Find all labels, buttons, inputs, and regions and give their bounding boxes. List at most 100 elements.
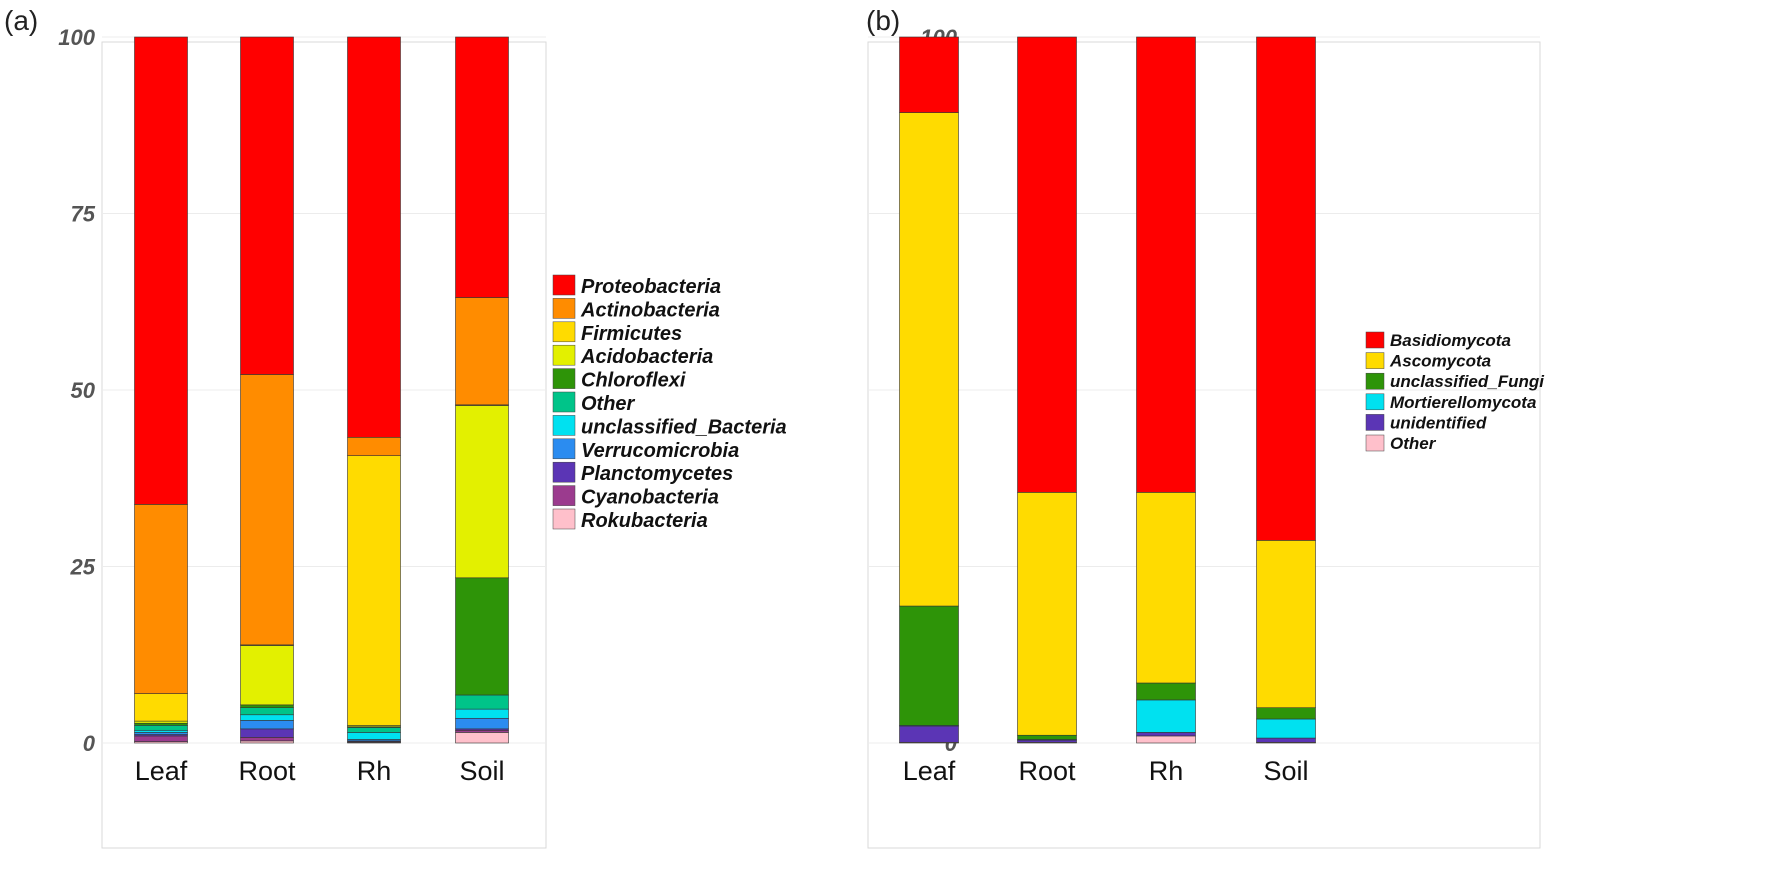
legend-label-basidiomycota: Basidiomycota (1390, 331, 1511, 350)
legend-swatch-acidobacteria (552, 344, 576, 366)
panel-a-y-axis-ticks: 0 25 50 75 100 (58, 25, 95, 756)
legend-swatch-chloroflexi (552, 368, 576, 389)
bar-segment-root-proteobacteria (240, 36, 294, 375)
y-tick-label: 100 (58, 25, 95, 50)
bar-segment-soil-verrucomicrobia (455, 717, 509, 730)
x-tick-label-soil: Soil (459, 756, 504, 786)
panel-a-label: (a) (4, 5, 38, 36)
bar-segment-leaf-basidiomycota (899, 36, 959, 113)
bar-segment-root-planctomycetes (240, 728, 294, 738)
bar-segment-rh-unidentified (1136, 732, 1196, 737)
panel-a-bacteria-chart: (a) 0 25 50 75 100 Leaf Root Rh Soil Pro… (4, 5, 787, 849)
bar-segment-rh-unclassified-fungi (1136, 682, 1196, 701)
legend-label-ascomycota: Ascomycota (1389, 352, 1491, 371)
bar-segment-soil-proteobacteria (455, 36, 509, 298)
legend-swatch-other (552, 391, 576, 413)
x-tick-label-rh: Rh (1149, 756, 1184, 786)
bar-segment-rh-other (1136, 735, 1196, 744)
legend-label-rokubacteria: Rokubacteria (581, 510, 708, 532)
x-tick-label-leaf: Leaf (903, 756, 956, 786)
panel-b-x-axis-ticks: Leaf Root Rh Soil (903, 756, 1309, 786)
bar-segment-soil-mortierellomycota (1256, 718, 1316, 739)
legend-label-verrucomicrobia: Verrucomicrobia (581, 440, 739, 462)
bar-segment-root-verrucomicrobia (240, 720, 294, 730)
legend-swatch-unclassified-bacteria (552, 415, 576, 436)
bar-segment-soil-unidentified (1256, 737, 1316, 743)
legend-label-planctomycetes: Planctomycetes (581, 463, 733, 485)
y-tick-label: 25 (70, 555, 96, 580)
bar-segment-rh-actinobacteria (347, 437, 401, 456)
legend-swatch-other (1365, 434, 1385, 452)
legend-label-actinobacteria: Actinobacteria (580, 299, 720, 321)
x-tick-label-soil: Soil (1263, 756, 1308, 786)
legend-label-chloroflexi: Chloroflexi (581, 370, 686, 392)
x-tick-label-root: Root (1018, 756, 1076, 786)
legend-swatch-unclassified-fungi (1365, 372, 1385, 390)
bar-segment-root-cyanobacteria (240, 737, 294, 742)
legend-swatch-unidentified (1365, 414, 1385, 431)
bar-segment-rh-proteobacteria (347, 36, 401, 438)
bar-segment-root-basidiomycota (1017, 36, 1077, 493)
bar-segment-soil-unclassified-fungi (1256, 707, 1316, 720)
bar-segment-root-chloroflexi (240, 704, 294, 708)
legend-label-proteobacteria: Proteobacteria (581, 276, 721, 298)
y-tick-label: 0 (83, 731, 96, 756)
bar-segment-root-unidentified (1017, 739, 1077, 743)
y-tick-label: 50 (71, 378, 96, 403)
legend-label-other: Other (1390, 434, 1437, 453)
legend-swatch-basidiomycota (1365, 331, 1385, 349)
x-tick-label-rh: Rh (357, 756, 392, 786)
panel-b-bars (899, 36, 1316, 744)
bar-segment-leaf-proteobacteria (134, 36, 188, 505)
panel-a-bars (134, 36, 509, 744)
legend-label-other: Other (581, 393, 636, 415)
legend-swatch-ascomycota (1365, 352, 1385, 369)
bar-segment-leaf-actinobacteria (134, 504, 188, 694)
bar-segment-leaf-chloroflexi (134, 722, 188, 726)
legend-label-unclassified-bacteria: unclassified_Bacteria (581, 416, 787, 438)
bar-segment-leaf-cyanobacteria (134, 735, 188, 742)
bar-segment-soil-unclassified-bacteria (455, 708, 509, 719)
panel-b-plot-area (867, 41, 1541, 849)
bar-segment-root-acidobacteria (240, 645, 294, 706)
bar-segment-root-actinobacteria (240, 374, 294, 646)
y-tick-label: 75 (71, 202, 96, 227)
bar-segment-soil-other (455, 694, 509, 710)
x-tick-label-root: Root (238, 756, 296, 786)
bar-segment-rh-unclassified-bacteria (347, 732, 401, 740)
legend-swatch-firmicutes (552, 321, 576, 343)
legend-swatch-verrucomicrobia (552, 438, 576, 460)
panel-a-x-axis-ticks: Leaf Root Rh Soil (135, 756, 505, 786)
bar-segment-root-rokubacteria (240, 740, 294, 744)
legend-label-firmicutes: Firmicutes (581, 323, 682, 345)
legend-label-unidentified: unidentified (1390, 413, 1487, 432)
bar-segment-soil-chloroflexi (455, 577, 509, 696)
bar-segment-leaf-acidobacteria (134, 720, 188, 724)
bar-segment-root-unclassified-bacteria (240, 714, 294, 721)
bar-segment-leaf-unclassified-fungi (899, 605, 959, 726)
bar-segment-leaf-unclassified-bacteria (134, 729, 188, 733)
legend-label-unclassified-fungi: unclassified_Fungi (1390, 372, 1545, 391)
legend-label-cyanobacteria: Cyanobacteria (581, 487, 719, 509)
bar-segment-leaf-ascomycota (899, 112, 959, 607)
bar-segment-leaf-other (134, 725, 188, 731)
bar-segment-soil-ascomycota (1256, 540, 1316, 708)
bar-segment-rh-mortierellomycota (1136, 699, 1196, 733)
x-tick-label-leaf: Leaf (135, 756, 188, 786)
bar-segment-rh-firmicutes (347, 455, 401, 726)
panel-b-fungi-chart: (b) 0 25 50 75 100 Leaf Root Rh Soil Bas… (866, 5, 1545, 849)
legend-swatch-proteobacteria (552, 274, 576, 296)
panel-b-legend: Basidiomycota Ascomycotaunclassified_Fung… (1365, 331, 1545, 453)
legend-swatch-rokubacteria (552, 508, 576, 530)
legend-swatch-cyanobacteria (552, 485, 576, 506)
bar-segment-leaf-firmicutes (134, 693, 188, 722)
legend-label-acidobacteria: Acidobacteria (580, 346, 713, 368)
bar-segment-soil-rokubacteria (455, 732, 509, 744)
bar-segment-soil-acidobacteria (455, 405, 509, 579)
bar-segment-rh-ascomycota (1136, 492, 1196, 684)
legend-swatch-planctomycetes (552, 461, 576, 483)
bar-segment-root-other (240, 707, 294, 716)
legend-swatch-actinobacteria (552, 298, 576, 319)
legend-label-mortierellomycota: Mortierellomycota (1390, 393, 1536, 412)
